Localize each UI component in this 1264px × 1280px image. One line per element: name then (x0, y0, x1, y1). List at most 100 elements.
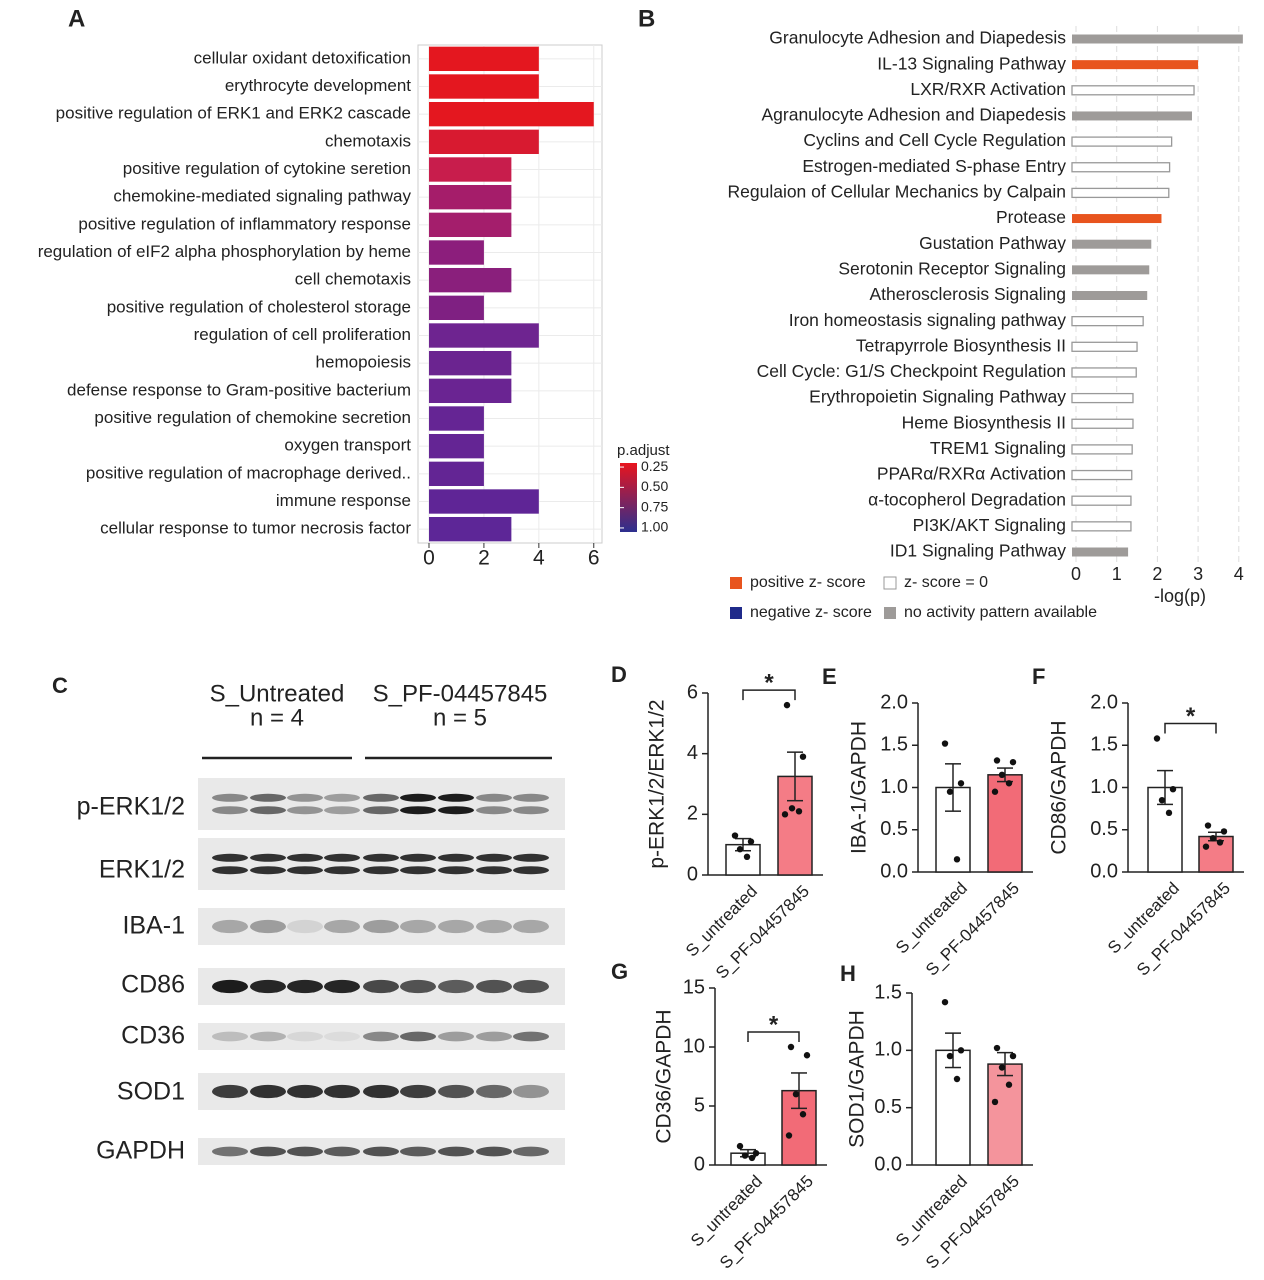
colorbar-tick-label: 0.25 (641, 458, 668, 474)
blot-band (287, 1146, 323, 1157)
data-point (957, 780, 965, 787)
x-axis-label: -log(p) (1154, 586, 1206, 606)
blot-band (287, 866, 323, 875)
y-tick-label: PI3K/AKT Signaling (913, 515, 1066, 535)
blot-band (438, 866, 474, 875)
bar (1071, 392, 1134, 404)
significance-annotation: * (764, 669, 774, 696)
blot-band (476, 806, 512, 815)
data-point (1165, 809, 1173, 817)
blot-band (287, 1084, 323, 1099)
data-point (1220, 828, 1228, 835)
y-tick-label: 1.5 (880, 734, 908, 756)
blot-band (363, 1084, 399, 1099)
blot-band (324, 793, 360, 802)
data-point (752, 1150, 760, 1157)
plot-area (417, 44, 603, 544)
blot-band (324, 806, 360, 815)
blot-band (438, 853, 474, 862)
bar (1071, 495, 1132, 506)
data-point (799, 753, 807, 760)
y-tick-label: Granulocyte Adhesion and Diapedesis (769, 28, 1066, 48)
data-point (736, 846, 744, 853)
y-tick-label: defense response to Gram-positive bacter… (67, 380, 411, 399)
y-tick-label: hemopoiesis (316, 353, 411, 372)
blot-band (212, 1031, 248, 1042)
y-tick-label: 1.5 (874, 981, 902, 1003)
y-tick-label: 5 (694, 1094, 705, 1116)
significance-annotation: * (769, 1011, 779, 1038)
data-point (1158, 796, 1166, 804)
y-tick-label: ID1 Signaling Pathway (890, 541, 1066, 561)
y-tick-label: positive regulation of ERK1 and ERK2 cas… (56, 104, 411, 123)
bar (1071, 162, 1171, 173)
y-tick-label: 1.0 (874, 1039, 902, 1061)
protein-label: IBA-1 (122, 912, 185, 940)
data-point (1216, 839, 1224, 846)
bar (1071, 341, 1138, 352)
y-tick-label: 10 (683, 1035, 705, 1057)
bar (428, 267, 512, 293)
bar (428, 129, 539, 155)
blot-band (513, 806, 549, 815)
protein-label: CD86 (121, 971, 185, 999)
bar (935, 1049, 971, 1166)
bar (1071, 367, 1137, 378)
blot-band (363, 979, 399, 994)
bar (1071, 418, 1134, 429)
blot-band (400, 793, 436, 802)
data-point (787, 1043, 795, 1051)
y-tick-label: 0 (694, 1153, 705, 1175)
bar (428, 516, 512, 542)
blot-band (287, 853, 323, 862)
group-n: n = 5 (433, 704, 487, 731)
blot-band (400, 1084, 436, 1099)
legend-swatch (884, 607, 896, 619)
blot-band (324, 979, 360, 994)
x-tick-label: 6 (588, 547, 600, 570)
blot-band (476, 919, 512, 934)
y-axis-label: CD36/GAPDH (653, 1009, 676, 1143)
y-tick-label: cell chemotaxis (295, 270, 411, 289)
bar (1072, 60, 1199, 70)
blot-band (363, 853, 399, 862)
bar (1071, 85, 1195, 96)
data-point (1202, 843, 1210, 850)
blot-band (438, 979, 474, 994)
protein-label: CD36 (121, 1022, 185, 1050)
blot-band (438, 1146, 474, 1157)
y-tick-label: cellular oxidant detoxification (194, 48, 411, 67)
bar (1071, 136, 1173, 147)
y-tick-label: 1.0 (880, 776, 908, 798)
bar (1071, 315, 1144, 327)
y-tick-label: 0.5 (880, 818, 908, 840)
blot-band (400, 1031, 436, 1042)
blot-band (212, 806, 248, 815)
y-tick-label: Regulaion of Cellular Mechanics by Calpa… (727, 182, 1066, 202)
data-point (941, 998, 949, 1006)
data-point (731, 832, 739, 839)
blot-band (513, 979, 549, 994)
blot-band (476, 1146, 512, 1157)
x-tick-label: 4 (1234, 564, 1244, 584)
y-tick-label: Gustation Pathway (919, 233, 1066, 253)
blot-band (438, 1084, 474, 1099)
blot-strip (198, 908, 565, 945)
blot-band (250, 919, 286, 934)
data-point (953, 1075, 961, 1083)
data-point (998, 1064, 1006, 1071)
y-axis-label: SOD1/GAPDH (846, 1010, 869, 1148)
y-tick-label: Erythropoietin Signaling Pathway (809, 387, 1066, 407)
blot-band (363, 1146, 399, 1157)
blot-band (250, 793, 286, 802)
legend-swatch (730, 577, 742, 589)
data-point (957, 1047, 965, 1054)
y-tick-label: 2 (687, 803, 698, 825)
y-tick-label: 0.0 (880, 860, 908, 882)
group-name: S_Untreated (210, 680, 345, 707)
y-tick-label: 0.0 (874, 1153, 902, 1175)
significance-bracket (747, 1031, 800, 1042)
y-tick-label: chemokine-mediated signaling pathway (113, 187, 411, 206)
y-tick-label: regulation of eIF2 alpha phosphorylation… (38, 242, 411, 261)
